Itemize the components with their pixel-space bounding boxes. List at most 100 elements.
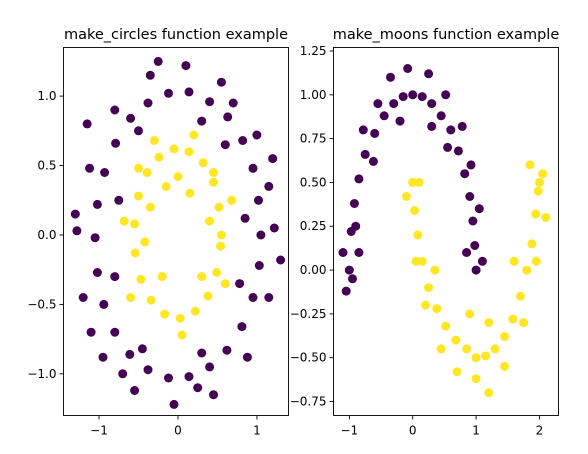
moons-point-s0-14 xyxy=(453,146,463,156)
moons-x-tick-label: 1 xyxy=(472,424,480,438)
moons-y-tick-label: 0.00 xyxy=(300,263,327,277)
circles-point-s0-1 xyxy=(254,195,263,205)
moons-point-s1-2 xyxy=(413,230,423,240)
circles-y-tick-label: −0.5 xyxy=(27,297,56,311)
circles-point-s0-34 xyxy=(72,226,82,236)
circles-point-s0-9 xyxy=(126,113,136,123)
moons-x-tick-label: −1 xyxy=(340,424,358,438)
circles-point-s1-33 xyxy=(161,181,171,191)
circles-point-s0-20 xyxy=(184,372,194,382)
panel-make-circles: make_circles function example −1 0 1 −1.0−… xyxy=(27,27,289,438)
circles-y-tick-label: 0.5 xyxy=(37,159,56,173)
circles-point-s1-17 xyxy=(212,268,222,277)
moons-point-s0-2 xyxy=(349,199,359,208)
circles-point-s1-26 xyxy=(205,216,215,226)
circles-point-s0-25 xyxy=(254,261,264,270)
circles-point-s0-26 xyxy=(269,223,279,233)
circles-point-s0-42 xyxy=(240,213,250,223)
circles-point-s0-53 xyxy=(268,154,278,164)
moons-point-s1-7 xyxy=(451,335,461,345)
moons-y-tick-label: −0.50 xyxy=(290,351,327,365)
moons-point-s1-17 xyxy=(531,209,541,219)
moons-point-s1-18 xyxy=(533,186,543,196)
moons-point-s1-4 xyxy=(424,283,434,293)
circles-point-s0-59 xyxy=(82,119,92,129)
moons-x-tick-label: 0 xyxy=(409,424,417,438)
moons-point-s1-26 xyxy=(484,388,494,398)
circles-point-s0-2 xyxy=(248,163,258,173)
moons-point-s1-8 xyxy=(462,344,472,354)
circles-y-tick-label: −1.0 xyxy=(27,367,56,381)
moons-point-s1-9 xyxy=(471,353,481,363)
circles-point-s1-18 xyxy=(216,241,226,251)
moons-point-s1-35 xyxy=(484,318,494,328)
circles-point-s0-55 xyxy=(153,56,163,66)
moons-point-s0-37 xyxy=(427,121,437,131)
circles-point-s1-8 xyxy=(134,191,143,201)
circles-point-s0-8 xyxy=(143,98,153,108)
circles-point-s1-13 xyxy=(160,309,170,319)
circles-y-tick-label: 0.0 xyxy=(37,228,56,242)
moons-point-s0-11 xyxy=(427,99,437,109)
moons-point-s0-12 xyxy=(436,111,446,121)
circles-point-s0-31 xyxy=(145,70,155,80)
moons-point-s0-20 xyxy=(338,248,348,257)
circles-point-s0-11 xyxy=(100,168,110,177)
moons-point-s0-16 xyxy=(465,192,475,201)
moons-y-tick-label: −0.75 xyxy=(290,394,327,408)
circles-point-s0-54 xyxy=(276,255,286,265)
circles-point-s0-56 xyxy=(193,383,203,393)
circles-point-s0-0 xyxy=(256,230,266,240)
moons-point-s0-0 xyxy=(344,265,354,275)
moons-point-s1-13 xyxy=(508,314,518,324)
moons-point-s0-15 xyxy=(460,169,470,179)
circles-x-tick-label: −1 xyxy=(90,424,108,438)
circles-point-s0-3 xyxy=(238,136,248,145)
moons-point-s1-36 xyxy=(509,256,519,266)
moons-point-s1-33 xyxy=(411,256,421,266)
moons-point-s1-31 xyxy=(525,160,535,170)
moons-point-s0-19 xyxy=(471,265,481,275)
circles-point-s0-39 xyxy=(209,390,218,400)
moons-point-s0-38 xyxy=(354,248,364,257)
circles-x-tick-label: 1 xyxy=(253,424,261,438)
circles-point-s0-17 xyxy=(125,349,135,359)
chart-title-moons: make_moons function example xyxy=(333,27,560,43)
moons-x-axis: −1 0 1 2 xyxy=(340,415,544,438)
circles-point-s0-50 xyxy=(197,348,207,358)
circles-point-s0-28 xyxy=(252,130,262,140)
circles-point-s0-32 xyxy=(110,105,120,115)
circles-point-s1-6 xyxy=(154,152,164,162)
circles-point-s0-6 xyxy=(184,87,194,97)
moons-point-s0-23 xyxy=(358,125,368,135)
moons-point-s1-37 xyxy=(465,309,475,319)
moons-y-tick-label: 0.75 xyxy=(300,132,327,146)
circles-point-s1-28 xyxy=(157,272,167,282)
moons-scatter-marks xyxy=(338,64,551,398)
circles-point-s0-30 xyxy=(181,61,191,71)
moons-point-s1-3 xyxy=(417,256,427,266)
circles-point-s0-33 xyxy=(85,163,95,173)
circles-point-s0-41 xyxy=(264,293,274,302)
moons-point-s1-22 xyxy=(420,300,430,310)
moons-point-s0-27 xyxy=(424,69,434,79)
circles-point-s0-10 xyxy=(111,138,121,148)
moons-point-s0-35 xyxy=(395,116,405,126)
moons-point-s0-10 xyxy=(417,92,427,102)
circles-point-s0-43 xyxy=(235,279,245,289)
circles-point-s0-7 xyxy=(164,88,173,98)
moons-point-s1-0 xyxy=(408,177,418,187)
moons-y-axis: −0.75 −0.50 −0.25 0.00 0.25 0.50 0.75 1.00 1.25 xyxy=(290,44,334,408)
circles-point-s1-34 xyxy=(209,168,218,177)
circles-point-s1-3 xyxy=(198,158,208,168)
moons-point-s1-11 xyxy=(490,344,500,354)
moons-point-s0-4 xyxy=(360,149,370,159)
moons-point-s0-21 xyxy=(341,286,351,296)
circles-point-s0-22 xyxy=(222,345,232,355)
circles-point-s1-29 xyxy=(197,272,207,282)
moons-x-tick-label: 2 xyxy=(536,424,544,438)
moons-point-s1-20 xyxy=(401,192,411,201)
circles-point-s0-37 xyxy=(130,386,140,395)
moons-point-s1-1 xyxy=(410,206,420,215)
